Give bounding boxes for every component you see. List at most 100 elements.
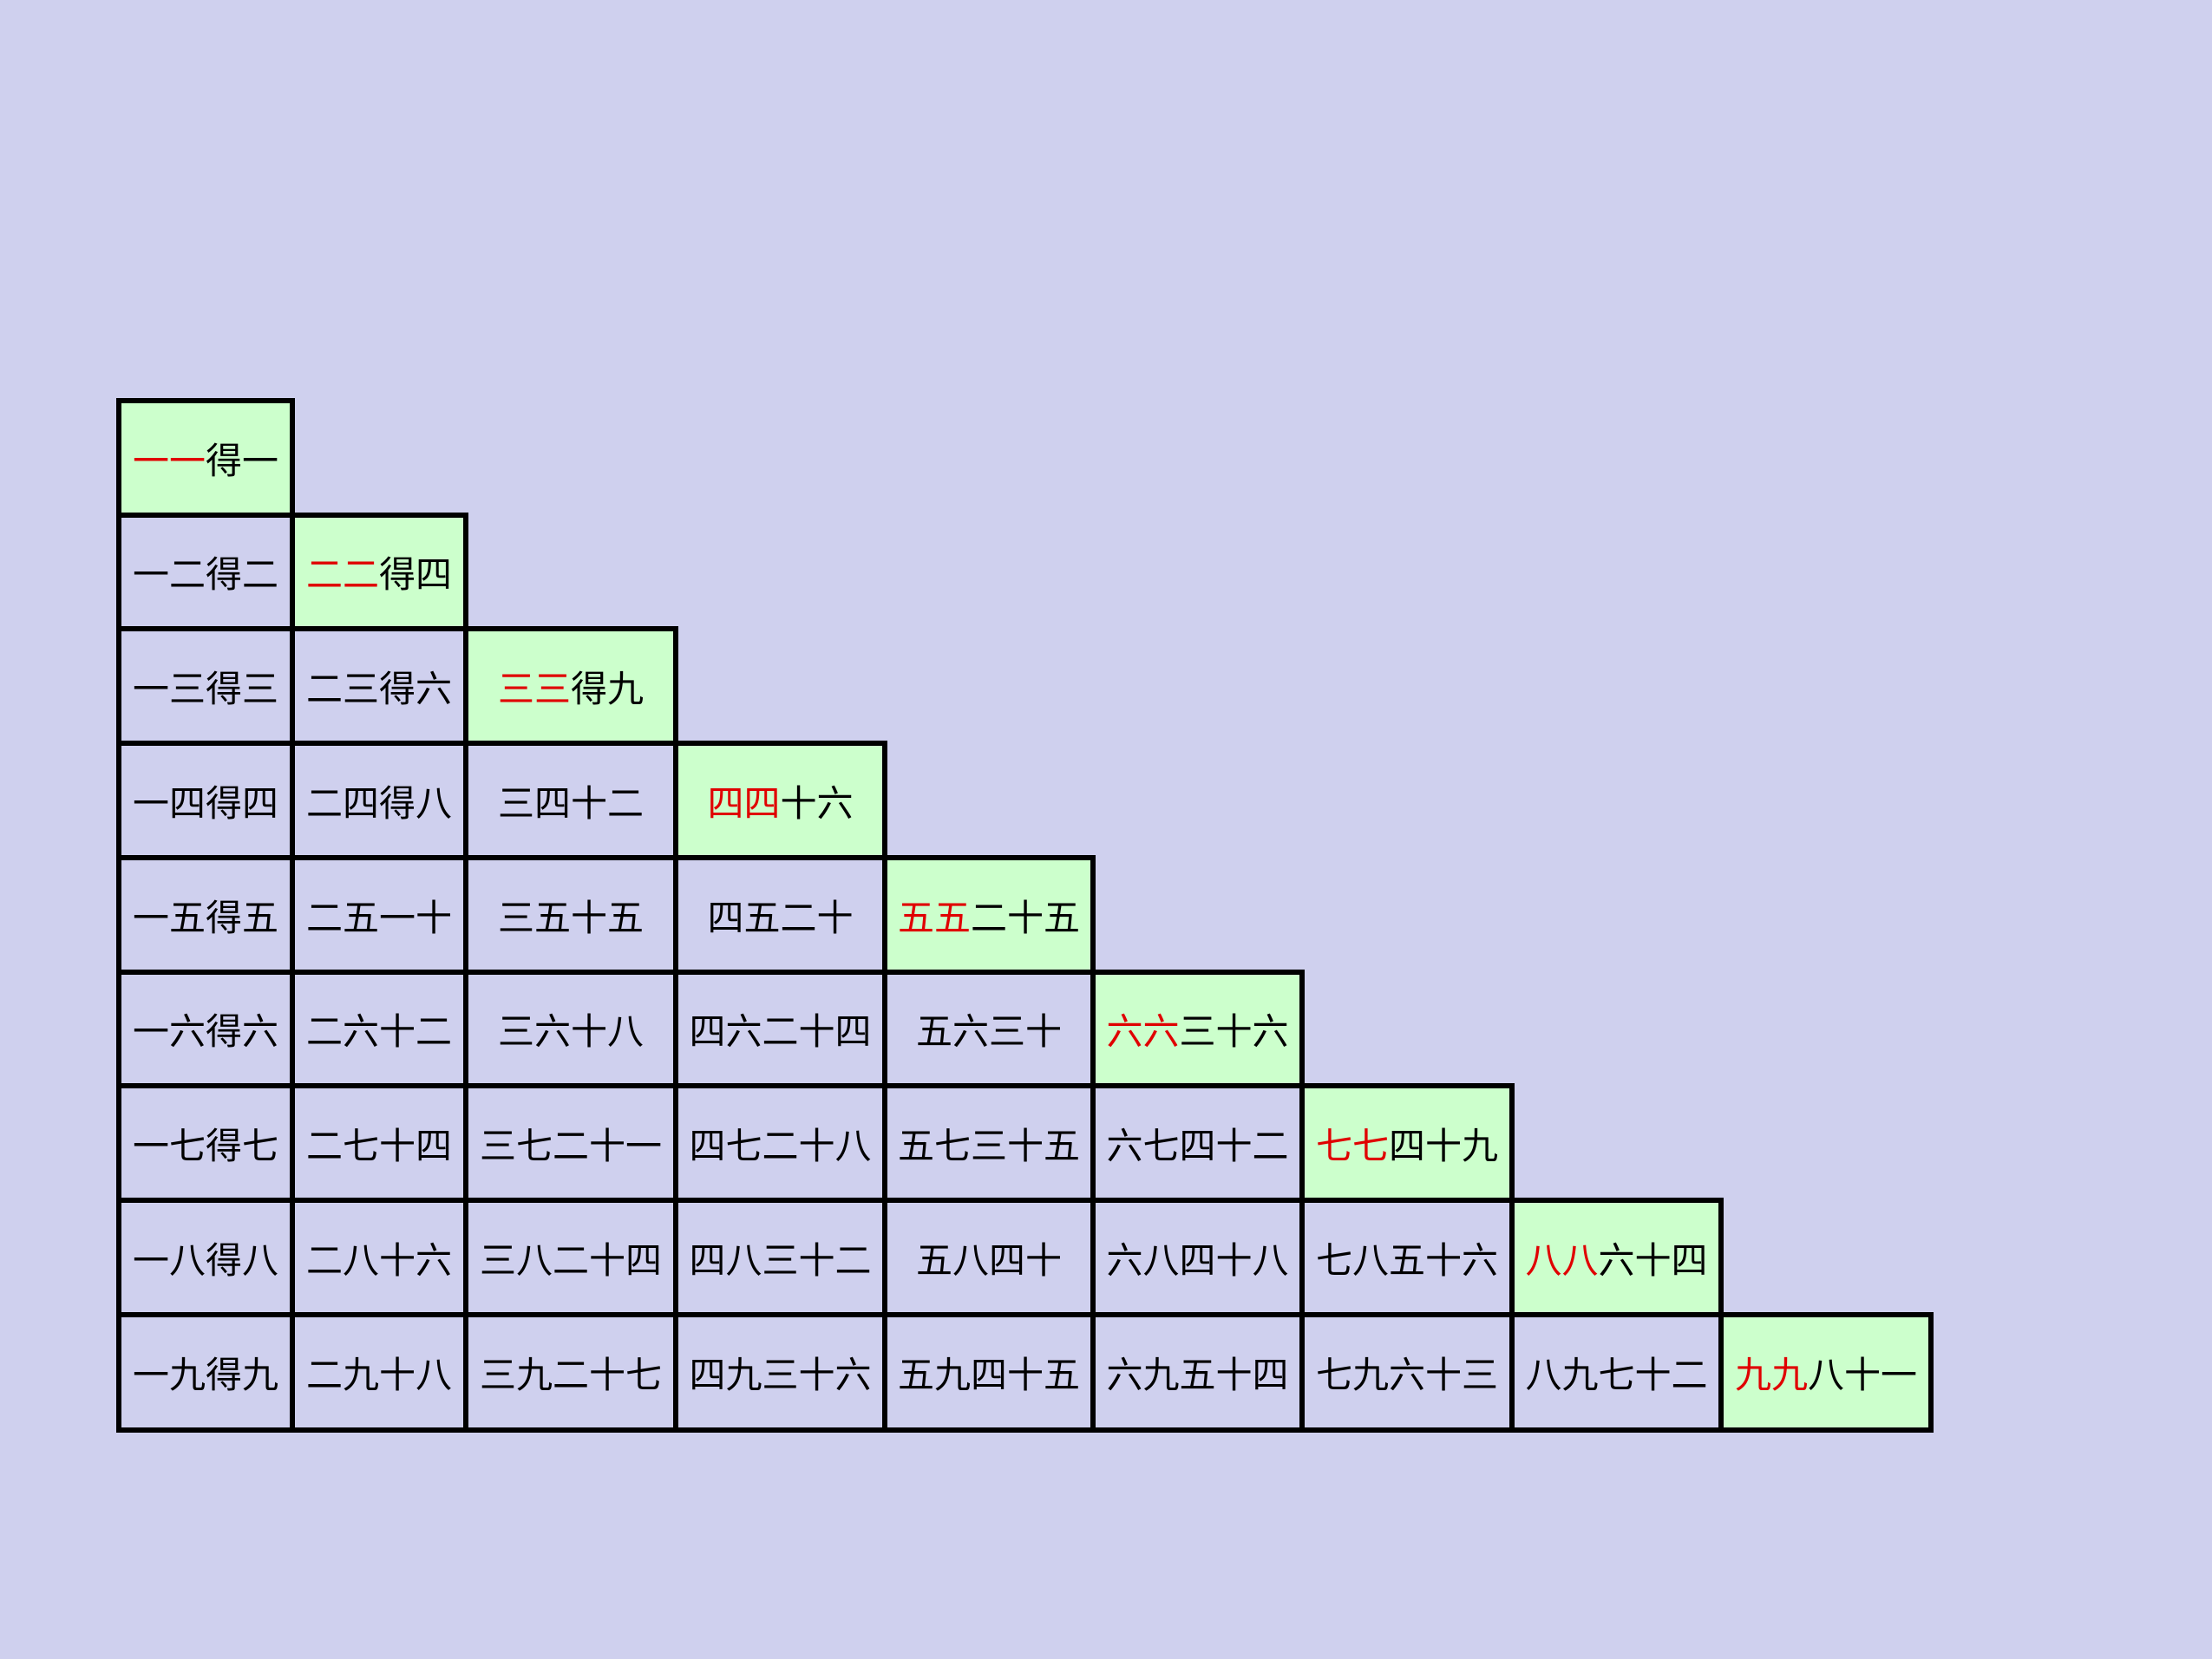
cell-text: 一四得四 — [132, 781, 278, 825]
table-cell: 一八得八 — [116, 1198, 295, 1317]
table-cell: 一九得九 — [116, 1312, 295, 1433]
cell-text: 四六二十四 — [689, 1010, 872, 1053]
table-cell: 二二 得四 — [290, 513, 468, 631]
table-cell: 二三得六 — [290, 626, 468, 746]
table-cell: 三五十五 — [463, 855, 678, 975]
cell-text: 四七二十八 — [689, 1124, 872, 1167]
table-cell: 六七四十二 — [1090, 1083, 1305, 1203]
table-cell: 五六三十 — [882, 970, 1096, 1088]
cell-text: 四九三十六 — [689, 1354, 872, 1396]
cell-text: 六八四十八 — [1106, 1238, 1289, 1282]
table-cell: 二四得八 — [290, 741, 468, 860]
table-cell: 一七得七 — [116, 1083, 295, 1203]
table-cell: 一二得二 — [116, 513, 295, 631]
cell-text: 得四 — [379, 553, 453, 596]
table-cell: 八八 六十四 — [1509, 1198, 1724, 1317]
table-cell: 二八十六 — [290, 1198, 468, 1317]
cell-text: 二五一十 — [305, 896, 452, 939]
cell-text: 二三得六 — [305, 667, 452, 710]
cell-text: 三六十八 — [497, 1010, 644, 1053]
table-cell: 六九五十四 — [1090, 1312, 1305, 1433]
table-cell: 七八五十六 — [1299, 1198, 1515, 1317]
table-cell: 三六十八 — [463, 970, 678, 1088]
cell-text: 三十六 — [1179, 1010, 1289, 1053]
cell-text: 五九四十五 — [897, 1354, 1080, 1396]
highlight-text: 五五 — [897, 896, 971, 939]
cell-text: 一八得八 — [132, 1238, 278, 1282]
cell-text: 四八三十二 — [689, 1238, 872, 1282]
table-cell: 三四十二 — [463, 741, 678, 860]
table-cell: 五五 二十五 — [882, 855, 1096, 975]
cell-text: 六十四 — [1598, 1238, 1708, 1282]
highlight-text: 二二 — [305, 553, 379, 596]
cell-text: 三七二十一 — [479, 1124, 662, 1167]
cell-text: 一九得九 — [132, 1354, 278, 1396]
table-cell: 一五得五 — [116, 855, 295, 975]
cell-text: 四十九 — [1389, 1124, 1499, 1167]
cell-text: 五七三十五 — [897, 1124, 1080, 1167]
cell-text: 三五十五 — [497, 896, 644, 939]
cell-text: 一二得二 — [132, 553, 278, 596]
table-cell: 一四得四 — [116, 741, 295, 860]
table-cell: 四六二十四 — [673, 970, 887, 1088]
table-cell: 一一 得一 — [116, 398, 295, 518]
table-cell: 四五二十 — [673, 855, 887, 975]
table-cell: 三七二十一 — [463, 1083, 678, 1203]
table-cell: 二七十四 — [290, 1083, 468, 1203]
cell-text: 五八四十 — [915, 1238, 1062, 1282]
highlight-text: 三三 — [497, 667, 571, 710]
table-cell: 一六得六 — [116, 970, 295, 1088]
highlight-text: 九九 — [1734, 1354, 1808, 1396]
cell-text: 五六三十 — [915, 1010, 1062, 1053]
cell-text: 六九五十四 — [1106, 1354, 1289, 1396]
cell-text: 八十一 — [1808, 1354, 1918, 1396]
cell-text: 二九十八 — [305, 1354, 452, 1396]
cell-text: 得九 — [571, 667, 645, 710]
table-cell: 一三得三 — [116, 626, 295, 746]
table-cell: 七七 四十九 — [1299, 1083, 1515, 1203]
table-cell: 四四 十六 — [673, 741, 887, 860]
cell-text: 七八五十六 — [1315, 1238, 1498, 1282]
table-cell: 六八四十八 — [1090, 1198, 1305, 1317]
cell-text: 四五二十 — [707, 896, 854, 939]
cell-text: 二七十四 — [305, 1124, 452, 1167]
cell-text: 一三得三 — [132, 667, 278, 710]
table-cell: 二六十二 — [290, 970, 468, 1088]
cell-text: 得一 — [206, 439, 279, 482]
table-cell: 四八三十二 — [673, 1198, 887, 1317]
table-cell: 六六 三十六 — [1090, 970, 1305, 1088]
cell-text: 六七四十二 — [1106, 1124, 1289, 1167]
cell-text: 十六 — [780, 781, 854, 825]
cell-text: 三八二十四 — [479, 1238, 662, 1282]
cell-text: 二六十二 — [305, 1010, 452, 1053]
table-cell: 三八二十四 — [463, 1198, 678, 1317]
cell-text: 三九二十七 — [479, 1354, 662, 1396]
table-cell: 四七二十八 — [673, 1083, 887, 1203]
highlight-text: 一一 — [132, 439, 206, 482]
cell-text: 二四得八 — [305, 781, 452, 825]
cell-text: 八九七十二 — [1525, 1354, 1708, 1396]
table-cell: 九九 八十一 — [1718, 1312, 1934, 1433]
cell-text: 一六得六 — [132, 1010, 278, 1053]
cell-text: 三四十二 — [497, 781, 644, 825]
cell-text: 二八十六 — [305, 1238, 452, 1282]
table-cell: 四九三十六 — [673, 1312, 887, 1433]
cell-text: 七九六十三 — [1315, 1354, 1498, 1396]
table-cell: 三九二十七 — [463, 1312, 678, 1433]
table-cell: 五九四十五 — [882, 1312, 1096, 1433]
table-cell: 二五一十 — [290, 855, 468, 975]
table-cell: 七九六十三 — [1299, 1312, 1515, 1433]
table-cell: 三三 得九 — [463, 626, 678, 746]
table-cell: 五八四十 — [882, 1198, 1096, 1317]
cell-text: 二十五 — [971, 896, 1081, 939]
table-cell: 五七三十五 — [882, 1083, 1096, 1203]
cell-text: 一五得五 — [132, 896, 278, 939]
cell-text: 一七得七 — [132, 1124, 278, 1167]
highlight-text: 四四 — [707, 781, 781, 825]
highlight-text: 八八 — [1525, 1238, 1599, 1282]
table-cell: 八九七十二 — [1509, 1312, 1724, 1433]
table-cell: 二九十八 — [290, 1312, 468, 1433]
highlight-text: 七七 — [1315, 1124, 1389, 1167]
highlight-text: 六六 — [1106, 1010, 1180, 1053]
